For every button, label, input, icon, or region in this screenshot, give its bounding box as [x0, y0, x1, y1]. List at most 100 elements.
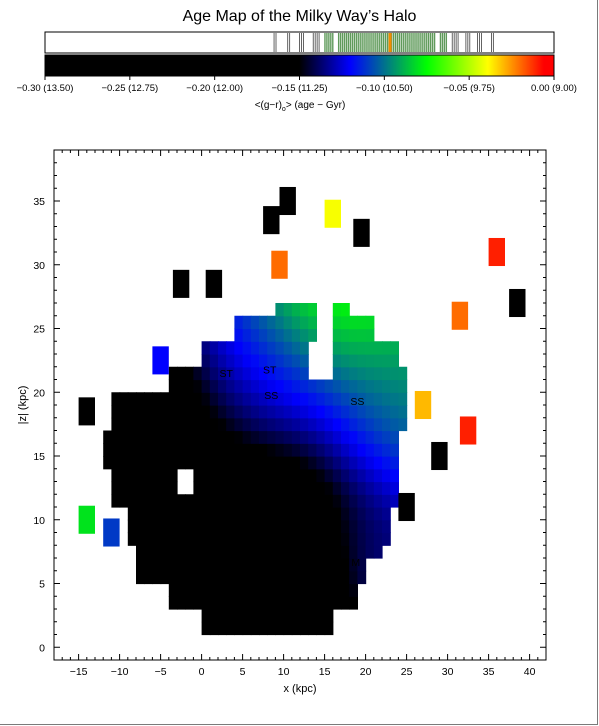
heatmap-cell	[185, 443, 194, 457]
x-tick-label: −15	[70, 666, 88, 678]
heatmap-cell	[234, 545, 244, 559]
heatmap-cell	[349, 481, 358, 495]
heatmap-cell	[316, 430, 326, 444]
heatmap-cell	[324, 519, 334, 534]
heatmap-cell	[275, 379, 285, 393]
heatmap-cell	[193, 596, 203, 610]
heatmap-cell	[226, 532, 235, 546]
heatmap-cell	[382, 519, 391, 534]
heatmap-cell	[332, 405, 342, 419]
heatmap-cell	[259, 354, 268, 368]
heatmap-cell	[349, 532, 358, 546]
heatmap-cell	[152, 405, 162, 419]
heatmap-cell	[168, 443, 178, 457]
heatmap-cell	[275, 366, 285, 381]
heatmap-cell	[209, 532, 219, 546]
heatmap-cell	[382, 468, 391, 483]
heatmap-cell	[177, 583, 186, 597]
heatmap-cell	[234, 392, 244, 406]
annotation-label: SS	[350, 396, 364, 408]
heatmap-cell	[283, 481, 293, 495]
heatmap-cell	[242, 609, 252, 623]
heatmap-cell	[226, 405, 235, 419]
heatmap-cell	[209, 443, 219, 457]
heatmap-cell	[185, 392, 194, 406]
heatmap-cell	[332, 379, 342, 393]
heatmap-cell	[218, 570, 227, 585]
heatmap-cell	[185, 558, 194, 572]
heatmap-cell	[390, 366, 399, 381]
heatmap-cell	[250, 366, 260, 381]
heatmap-cell	[234, 596, 244, 610]
heatmap-cell	[283, 468, 293, 483]
heatmap-cell	[250, 507, 260, 521]
heatmap-cell	[324, 596, 334, 610]
heatmap-cell	[316, 596, 326, 610]
annotation-label: M	[351, 557, 360, 569]
heatmap-cell	[127, 532, 137, 546]
heatmap-cell	[308, 405, 317, 419]
heatmap-cell	[111, 405, 121, 419]
heatmap-cell	[144, 494, 153, 508]
heatmap-cell	[308, 570, 317, 585]
x-tick-label: −10	[111, 666, 129, 678]
heatmap-cell	[234, 443, 244, 457]
heatmap-cell	[119, 468, 129, 483]
heatmap-cell	[365, 417, 375, 432]
heatmap-cell	[267, 570, 276, 585]
heatmap-cell	[267, 609, 276, 623]
heatmap-cell	[332, 341, 342, 355]
heatmap-cell	[259, 596, 268, 610]
heatmap-cell	[300, 545, 309, 559]
y-tick-label: 35	[33, 196, 45, 208]
heatmap-cell	[275, 609, 285, 623]
heatmap-cell	[357, 532, 367, 546]
colorbar-ticks: −0.30 (13.50) −0.25 (12.75) −0.20 (12.00) −…	[17, 76, 577, 94]
y-tick-label: 0	[39, 642, 45, 654]
heatmap-cell	[168, 417, 178, 432]
heatmap-cell	[373, 468, 383, 483]
heatmap-cell	[291, 609, 301, 623]
heatmap-cell	[398, 417, 408, 432]
heatmap-cell	[242, 519, 252, 534]
heatmap-isolated-cell	[103, 518, 120, 547]
heatmap-cell	[209, 468, 219, 483]
heatmap-cell	[136, 519, 145, 534]
heatmap-cell	[390, 341, 399, 355]
heatmap-cell	[144, 558, 153, 572]
heatmap-cell	[250, 379, 260, 393]
heatmap-cell	[316, 621, 326, 636]
heatmap-cell	[234, 328, 244, 342]
heatmap-cell	[267, 430, 276, 444]
heatmap-cell	[300, 354, 309, 368]
heatmap-cell	[127, 417, 137, 432]
heatmap-cell	[308, 519, 317, 534]
heatmap-cell	[390, 354, 399, 368]
heatmap-cell	[111, 481, 121, 495]
heatmap-cell	[316, 545, 326, 559]
heatmap-cell	[234, 417, 244, 432]
heatmap-cell	[136, 430, 145, 444]
y-tick-label: 25	[33, 324, 45, 336]
heatmap-cell	[168, 545, 178, 559]
heatmap-cell	[168, 583, 178, 597]
colorbar: −0.30 (13.50) −0.25 (12.75) −0.20 (12.00) −…	[17, 31, 577, 113]
heatmap-cell	[283, 328, 293, 342]
heatmap-cell	[250, 558, 260, 572]
heatmap-cell	[259, 366, 268, 381]
heatmap-cell	[259, 481, 268, 495]
heatmap-cell	[357, 519, 367, 534]
heatmap-cell	[365, 366, 375, 381]
heatmap-cell	[185, 456, 194, 470]
heatmap-cell	[242, 341, 252, 355]
heatmap-cell	[259, 519, 268, 534]
heatmap-cell	[160, 405, 170, 419]
heatmap-cell	[275, 558, 285, 572]
heatmap-cell	[349, 558, 358, 572]
heatmap-cell	[226, 379, 235, 393]
heatmap-cell	[382, 405, 391, 419]
heatmap-cell	[250, 481, 260, 495]
heatmap-cell	[316, 570, 326, 585]
heatmap-cell	[324, 558, 334, 572]
heatmap-cell	[275, 303, 285, 317]
